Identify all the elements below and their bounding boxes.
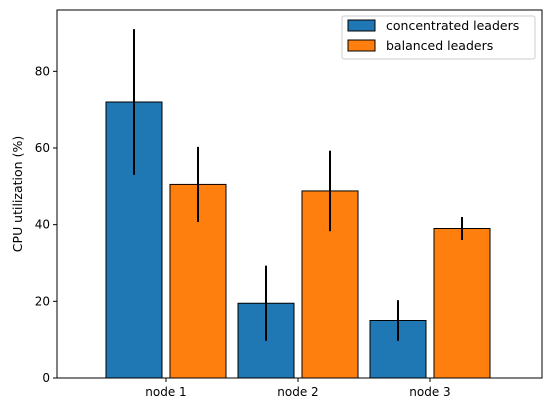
legend-box	[341, 15, 536, 60]
bar-balanced-3	[433, 228, 491, 379]
legend-swatch-balanced	[347, 39, 376, 52]
y-axis: 0 20 40 60 80	[35, 64, 57, 385]
bars-layer	[105, 101, 491, 379]
x-tick-label: node 3	[409, 385, 450, 399]
error-bars-layer	[133, 29, 463, 341]
y-tick-label: 40	[35, 218, 50, 232]
legend: concentrated leaders balanced leaders	[341, 15, 536, 60]
y-axis-label: CPU utilization (%)	[10, 136, 25, 252]
legend-swatch-concentrated	[347, 19, 376, 32]
x-axis: node 1 node 2 node 3	[145, 378, 451, 399]
y-tick-label: 80	[35, 64, 50, 78]
x-tick-label: node 1	[145, 385, 186, 399]
y-tick-label: 20	[35, 294, 50, 308]
legend-label-concentrated: concentrated leaders	[386, 18, 519, 33]
legend-label-balanced: balanced leaders	[386, 38, 493, 53]
x-tick-label: node 2	[277, 385, 318, 399]
plot-frame	[56, 9, 543, 379]
y-tick-label: 60	[35, 141, 50, 155]
y-tick-label: 0	[42, 371, 50, 385]
